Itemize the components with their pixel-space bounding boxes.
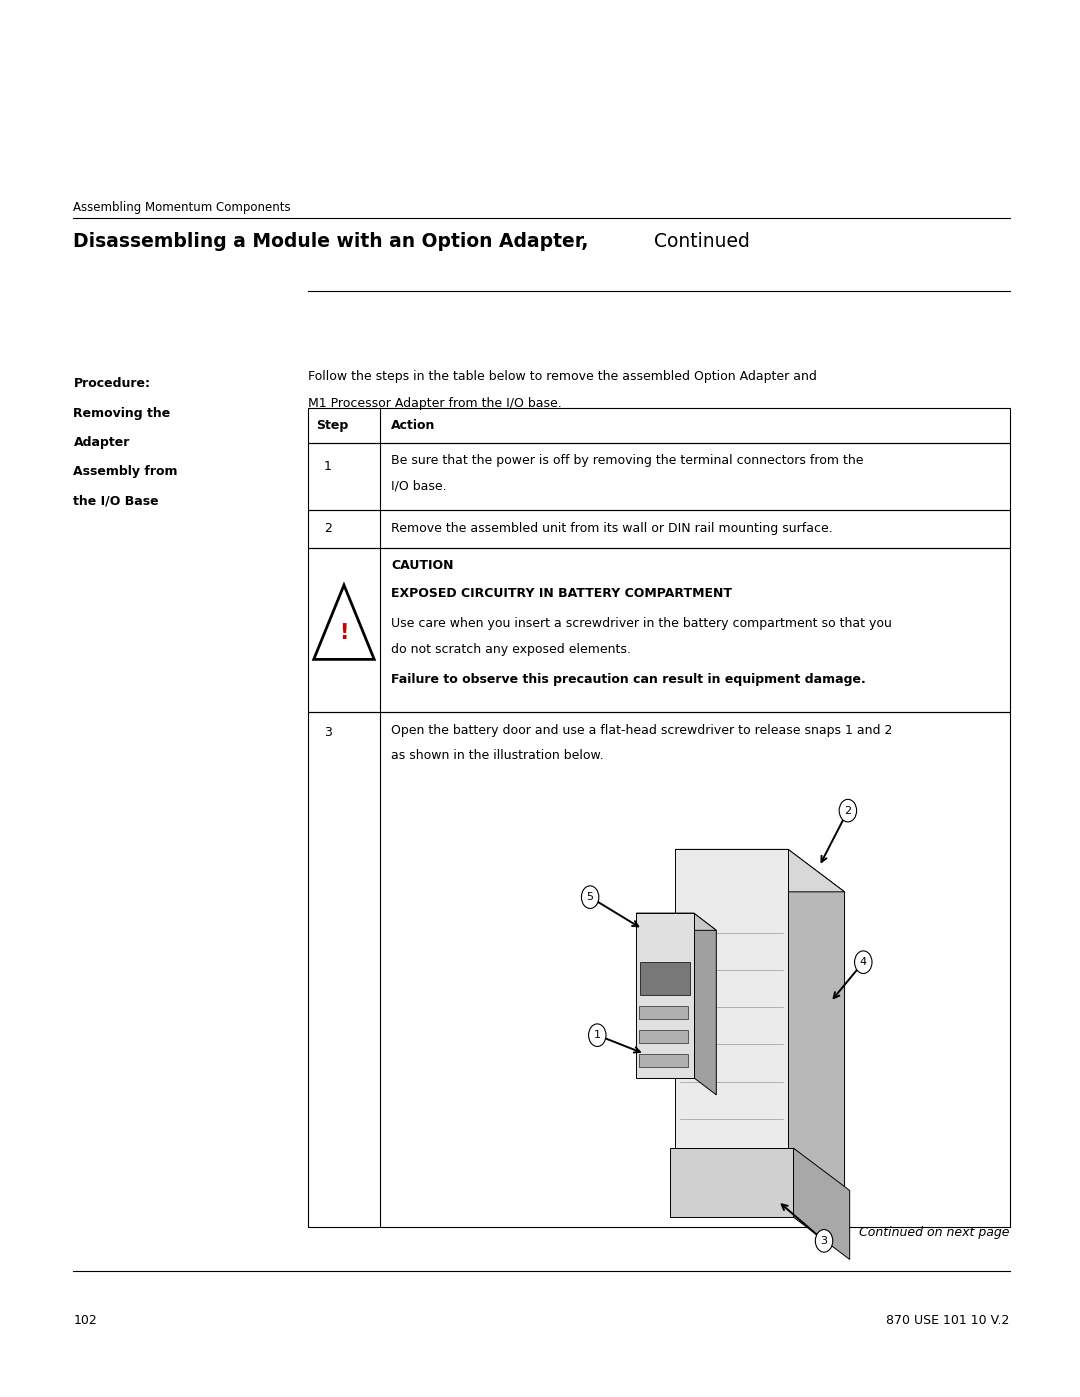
Text: Removing the: Removing the: [73, 407, 171, 419]
Circle shape: [589, 1024, 606, 1046]
Polygon shape: [675, 849, 845, 891]
Polygon shape: [788, 849, 845, 1190]
Text: Disassembling a Module with an Option Adapter,: Disassembling a Module with an Option Ad…: [73, 232, 589, 251]
Text: I/O base.: I/O base.: [391, 479, 447, 492]
Text: Failure to observe this precaution can result in equipment damage.: Failure to observe this precaution can r…: [391, 673, 866, 686]
Text: Continued on next page: Continued on next page: [860, 1225, 1010, 1239]
Text: Follow the steps in the table below to remove the assembled Option Adapter and: Follow the steps in the table below to r…: [308, 370, 816, 383]
Text: 1: 1: [324, 460, 332, 472]
Text: 5: 5: [586, 893, 594, 902]
Text: Remove the assembled unit from its wall or DIN rail mounting surface.: Remove the assembled unit from its wall …: [391, 522, 833, 535]
Text: Procedure:: Procedure:: [73, 377, 150, 390]
Bar: [640, 963, 690, 996]
Bar: [670, 1148, 794, 1217]
Polygon shape: [313, 585, 375, 659]
Text: 3: 3: [821, 1236, 827, 1246]
Circle shape: [581, 886, 598, 908]
Bar: [639, 1053, 688, 1067]
Polygon shape: [693, 914, 716, 1095]
Circle shape: [839, 799, 856, 821]
Text: Use care when you insert a screwdriver in the battery compartment so that you: Use care when you insert a screwdriver i…: [391, 617, 892, 630]
Polygon shape: [636, 914, 716, 930]
Text: Assembly from: Assembly from: [73, 465, 178, 478]
Text: Action: Action: [391, 419, 435, 432]
Text: 2: 2: [845, 806, 851, 816]
Text: 1: 1: [594, 1030, 600, 1041]
Circle shape: [815, 1229, 833, 1252]
Text: !: !: [339, 623, 349, 643]
Text: Assembling Momentum Components: Assembling Momentum Components: [73, 201, 292, 214]
Text: CAUTION: CAUTION: [391, 559, 454, 571]
Text: EXPOSED CIRCUITRY IN BATTERY COMPARTMENT: EXPOSED CIRCUITRY IN BATTERY COMPARTMENT: [391, 587, 732, 599]
Bar: [675, 849, 788, 1148]
Text: Step: Step: [316, 419, 349, 432]
Text: the I/O Base: the I/O Base: [73, 495, 159, 507]
Text: as shown in the illustration below.: as shown in the illustration below.: [391, 749, 604, 761]
Text: 4: 4: [860, 957, 867, 967]
Text: do not scratch any exposed elements.: do not scratch any exposed elements.: [391, 643, 631, 655]
Text: 870 USE 101 10 V.2: 870 USE 101 10 V.2: [887, 1313, 1010, 1327]
Text: Continued: Continued: [648, 232, 750, 251]
Text: Adapter: Adapter: [73, 436, 130, 448]
Text: 2: 2: [324, 522, 332, 535]
Text: 102: 102: [73, 1313, 97, 1327]
Text: Open the battery door and use a flat-head screwdriver to release snaps 1 and 2: Open the battery door and use a flat-hea…: [391, 724, 892, 736]
Text: M1 Processor Adapter from the I/O base.: M1 Processor Adapter from the I/O base.: [308, 397, 562, 409]
Bar: [639, 1006, 688, 1020]
Text: Be sure that the power is off by removing the terminal connectors from the: Be sure that the power is off by removin…: [391, 454, 864, 467]
Bar: [636, 914, 693, 1077]
Text: 3: 3: [324, 726, 332, 739]
Bar: [639, 1030, 688, 1044]
Circle shape: [854, 951, 872, 974]
Polygon shape: [793, 1148, 850, 1260]
